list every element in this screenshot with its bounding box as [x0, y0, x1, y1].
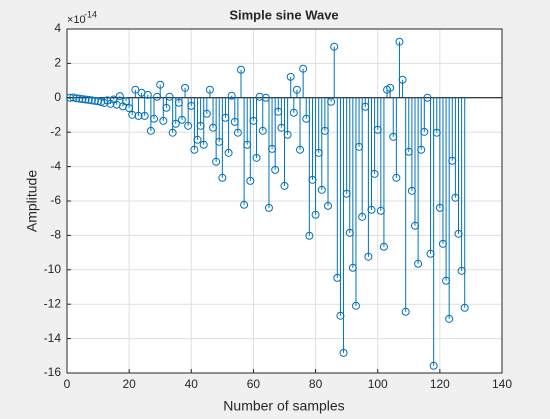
stem-marker — [171, 119, 180, 128]
stem-marker — [165, 92, 174, 101]
x-tick-label: 0 — [64, 377, 71, 391]
x-tick-label: 100 — [368, 377, 388, 391]
stem-marker — [212, 157, 221, 166]
stem-marker — [150, 114, 158, 123]
stem-marker — [330, 42, 339, 51]
stem-marker — [240, 200, 249, 209]
stem-marker — [218, 173, 227, 182]
stem-marker — [177, 115, 186, 124]
stem-marker — [398, 75, 407, 84]
stem-marker — [146, 126, 155, 135]
axes-box — [66, 28, 503, 374]
x-tick-label: 120 — [430, 377, 450, 391]
stem-marker — [327, 97, 336, 106]
x-tick-label: 80 — [309, 377, 323, 391]
stem-marker — [131, 85, 140, 94]
y-tick-label: 0 — [54, 90, 61, 104]
y-tick-label: 2 — [54, 56, 61, 70]
stem-marker — [420, 127, 429, 136]
stem-marker — [429, 361, 438, 370]
stem-marker — [317, 185, 326, 194]
y-tick-label: -2 — [50, 124, 61, 138]
y-tick-label: 4 — [54, 21, 61, 35]
stem-marker — [445, 314, 454, 323]
stem-marker — [392, 173, 401, 182]
stem-marker — [339, 348, 348, 357]
stem-marker — [271, 165, 280, 174]
y-tick-label: -10 — [44, 262, 62, 276]
stem-marker — [289, 108, 298, 117]
stem-marker — [227, 91, 236, 100]
stem-marker — [184, 121, 193, 130]
stem-marker — [364, 252, 373, 261]
stem-marker — [305, 231, 314, 240]
stem-marker — [370, 169, 379, 178]
stem-marker — [190, 145, 199, 154]
y-tick-label: -12 — [44, 296, 62, 310]
stem-marker — [401, 307, 410, 316]
y-tick-label: -16 — [44, 365, 62, 379]
stem-marker — [258, 126, 267, 135]
stem-marker — [224, 148, 233, 157]
y-tick-label: -14 — [44, 331, 62, 345]
stem-marker — [115, 92, 124, 101]
stem-marker — [386, 83, 395, 92]
stem-marker — [233, 128, 242, 137]
stem-marker — [280, 181, 289, 190]
stem-marker — [252, 153, 261, 162]
stem-marker — [128, 110, 137, 119]
stem-marker — [324, 201, 332, 210]
y-tick-label: -4 — [50, 159, 61, 173]
stem-marker — [283, 130, 292, 139]
stem-marker — [199, 140, 208, 149]
stem-marker — [181, 83, 190, 92]
stem-marker — [460, 303, 469, 312]
stem-marker — [296, 145, 305, 154]
stem-marker — [193, 135, 202, 144]
x-tick-label: 140 — [492, 377, 512, 391]
y-tick-label: -6 — [50, 193, 61, 207]
stem-marker — [351, 301, 360, 310]
stem-marker — [162, 103, 171, 112]
stem-marker — [156, 80, 165, 89]
stem-marker — [286, 72, 295, 81]
stem-marker — [134, 111, 143, 120]
stem-marker — [299, 64, 308, 73]
x-axis-label: Number of samples — [223, 398, 344, 414]
stem-marker — [159, 116, 168, 125]
chart-title: Simple sine Wave — [229, 7, 338, 22]
stem-marker — [246, 176, 255, 185]
stem-marker — [379, 242, 388, 251]
y-tick-label: -8 — [50, 228, 61, 242]
y-multiplier: ×10 — [67, 14, 86, 26]
stem-marker — [264, 203, 273, 212]
stem-marker — [292, 85, 301, 94]
stem-marker — [417, 145, 426, 154]
stem-marker — [140, 111, 149, 120]
stem-marker — [311, 210, 320, 219]
stem-marker — [168, 128, 177, 137]
x-tick-label: 40 — [185, 377, 199, 391]
stem-marker — [143, 90, 152, 99]
y-multiplier-exponent: -14 — [84, 9, 97, 19]
x-tick-label: 60 — [247, 377, 261, 391]
stem-marker — [414, 259, 423, 268]
stem-marker — [395, 37, 404, 46]
stem-marker — [205, 85, 214, 94]
stem-marker — [367, 205, 376, 214]
stem-marker — [69, 93, 78, 102]
y-axis-label: Amplitude — [24, 170, 40, 232]
stem-marker — [237, 65, 245, 74]
x-tick-label: 20 — [122, 377, 136, 391]
stem-marker — [255, 92, 264, 101]
stem-marker — [358, 212, 367, 221]
stem-marker — [202, 109, 211, 118]
